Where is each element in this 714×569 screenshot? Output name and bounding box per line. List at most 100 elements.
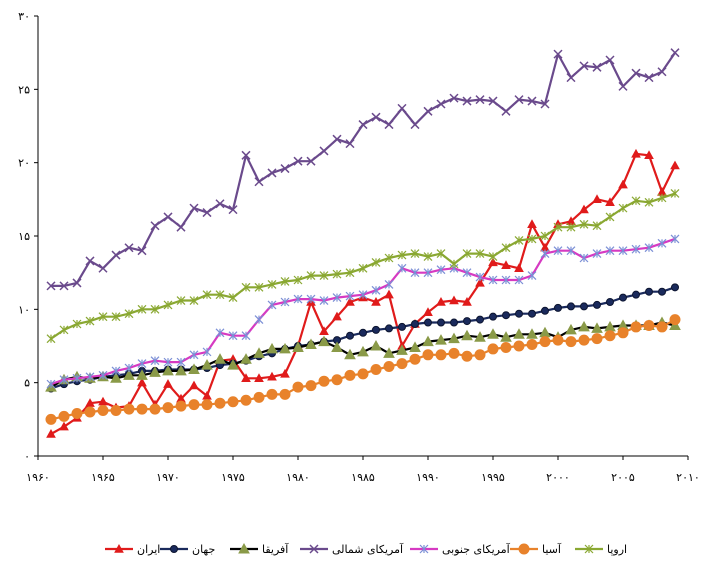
x-tick-label: ۱۹۸۰: [286, 471, 310, 484]
legend-label: ایران: [137, 543, 160, 556]
data-point: [419, 544, 429, 554]
data-point: [189, 203, 199, 213]
data-point: [409, 341, 421, 352]
data-point: [111, 312, 121, 322]
data-point: [72, 319, 82, 329]
x-tick-label: ۱۹۷۰: [156, 471, 180, 484]
data-point: [436, 265, 446, 275]
data-point: [371, 112, 381, 122]
legend-label: آسیا: [542, 542, 562, 556]
data-point: [384, 289, 394, 299]
data-point: [604, 330, 616, 342]
data-point: [398, 322, 406, 331]
data-point: [98, 396, 108, 406]
data-point: [518, 543, 530, 555]
data-point: [631, 148, 641, 158]
data-point: [409, 353, 421, 365]
x-tick-label: ۲۰۰۵: [611, 471, 635, 484]
data-point: [176, 296, 186, 305]
data-point: [136, 369, 148, 380]
data-point: [593, 300, 601, 309]
data-point: [410, 249, 420, 259]
data-point: [98, 312, 108, 322]
data-point: [566, 222, 576, 232]
data-point: [462, 249, 472, 259]
data-point: [540, 249, 550, 259]
data-point: [605, 246, 615, 256]
data-point: [474, 331, 486, 342]
y-tick-label: ۳۰: [18, 10, 30, 23]
data-point: [241, 373, 251, 382]
data-point: [397, 103, 407, 113]
data-point: [475, 249, 485, 259]
data-point: [436, 296, 446, 306]
data-point: [45, 413, 57, 425]
data-point: [188, 399, 200, 411]
x-tick-label: ۱۹۸۵: [351, 471, 375, 484]
data-point: [214, 353, 226, 364]
legend-item: ایران: [105, 543, 160, 556]
legend-label: آمریکای جنوبی: [442, 542, 511, 556]
data-point: [448, 347, 460, 359]
x-tick-label: ۱۹۶۰: [26, 471, 50, 484]
x-tick-label: ۱۹۷۵: [221, 471, 245, 484]
data-point: [565, 336, 577, 348]
x-tick-labels: ۱۹۶۰ ۱۹۶۵ ۱۹۷۰ ۱۹۷۵ ۱۹۸۰ ۱۹۸۵ ۱۹۹۰ ۱۹۹۵ ۲۰۰۰ ۲۰۰۵…: [26, 456, 700, 484]
y-tick-label: ۲۵: [18, 83, 30, 96]
data-point: [370, 339, 382, 351]
data-point: [410, 268, 420, 278]
data-point: [411, 320, 419, 328]
x-tick-label: ۱۹۹۰: [416, 471, 440, 484]
data-point: [579, 253, 589, 263]
data-point: [618, 81, 628, 91]
data-point: [201, 399, 213, 411]
data-point: [85, 256, 95, 266]
data-point: [422, 349, 434, 361]
data-point: [319, 296, 329, 305]
data-point: [72, 278, 82, 288]
data-point: [397, 250, 407, 260]
data-point: [591, 322, 603, 333]
data-point: [592, 62, 602, 72]
data-point: [253, 347, 265, 358]
data-point: [267, 300, 277, 310]
data-point: [318, 375, 330, 387]
data-point: [110, 405, 122, 417]
data-point: [474, 349, 486, 361]
data-point: [488, 275, 498, 285]
data-point: [85, 398, 95, 407]
data-point: [85, 372, 95, 382]
data-point: [110, 372, 122, 383]
data-point: [671, 283, 679, 292]
data-point: [384, 279, 394, 289]
data-point: [487, 328, 499, 339]
data-point: [280, 297, 290, 307]
data-point: [215, 328, 225, 338]
data-point: [631, 244, 641, 254]
data-point: [84, 406, 96, 418]
data-point: [384, 120, 394, 130]
data-point: [137, 377, 147, 387]
x-tick-label: ۲۰۱۰: [676, 471, 700, 484]
data-point: [566, 73, 576, 83]
data-point: [306, 271, 316, 281]
data-point: [396, 358, 408, 370]
legend-label: جهان: [192, 543, 215, 556]
data-point: [488, 252, 498, 261]
data-point: [137, 359, 147, 369]
data-point: [514, 95, 524, 105]
data-point: [670, 189, 680, 198]
data-point: [567, 302, 575, 311]
data-point: [332, 269, 342, 279]
data-point: [189, 296, 199, 305]
data-point: [526, 328, 538, 339]
data-point: [605, 55, 615, 65]
data-point: [540, 99, 550, 109]
y-tick-label: ۲۰: [18, 157, 30, 170]
data-point: [584, 544, 594, 554]
data-point: [319, 271, 329, 281]
data-point: [618, 203, 628, 213]
legend-label: اروپا: [607, 543, 627, 556]
data-point: [46, 379, 56, 389]
